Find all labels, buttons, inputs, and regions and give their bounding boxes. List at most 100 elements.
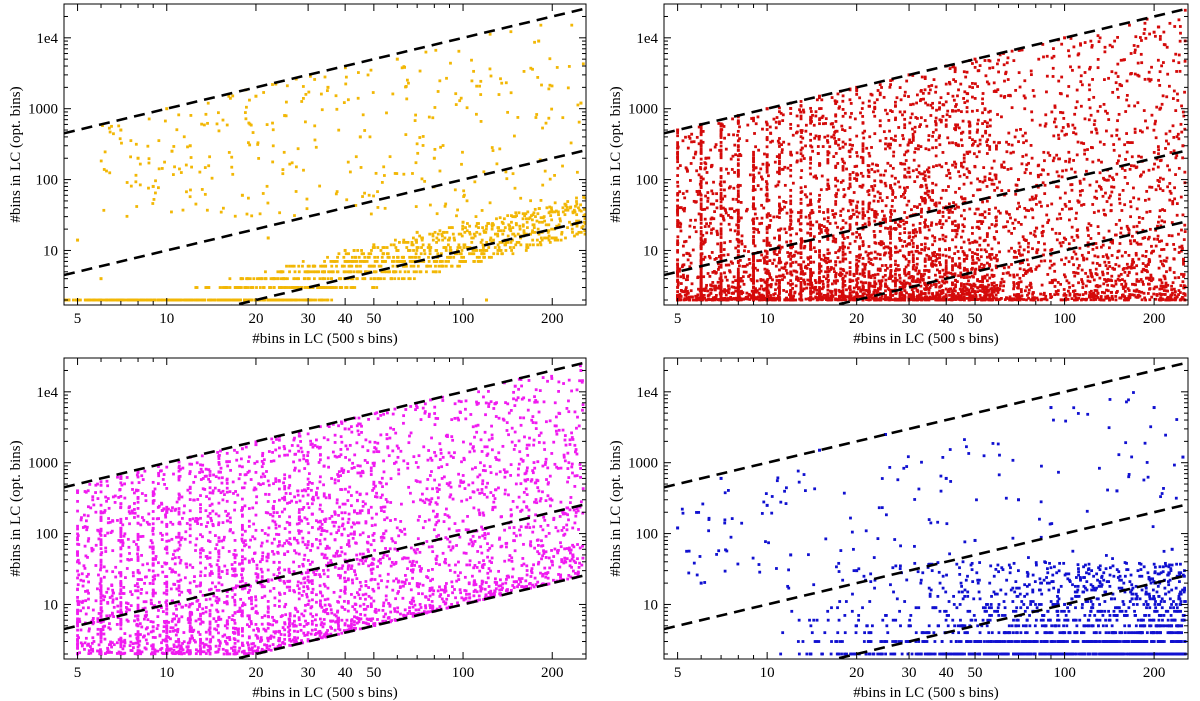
reference-line-1 [664,361,1188,489]
data-point [283,498,287,502]
data-point [254,443,258,447]
data-point [217,569,221,573]
x-tick-label: 200 [541,311,564,327]
data-point [76,238,80,242]
data-point [372,538,376,542]
y-axis-label: #bins in LC (opt. bins) [608,86,624,222]
data-point [136,624,140,628]
data-point [485,298,489,302]
x-tick-label: 100 [452,665,475,681]
x-tick-label: 30 [902,311,917,327]
data-point [151,184,155,188]
data-point [676,128,680,132]
y-tick-label: 1000 [628,102,658,118]
data-point [119,476,123,480]
data-point [99,543,103,547]
y-tick-label: 1000 [28,456,58,472]
plot-frame [663,357,1189,660]
x-tick-label: 50 [366,311,381,327]
data-point [719,286,723,290]
x-tick-label: 10 [760,311,775,327]
data-point [1152,406,1156,410]
x-tick-label: 40 [939,311,954,327]
data-point [944,476,948,480]
y-tick-label: 10 [643,243,658,259]
data-point [1063,36,1067,40]
x-tick-label: 200 [541,665,564,681]
data-point [818,94,822,98]
x-tick-label: 50 [968,311,983,327]
data-point [1049,406,1053,410]
y-tick-label: 1e4 [636,385,658,401]
data-point [188,144,192,148]
x-tick-label: 20 [248,665,263,681]
data-point [855,569,859,573]
data-point [326,85,330,89]
reference-line-1 [664,7,1188,135]
chart-panel-2: 5 10 20 30 40 50 100 200 10 100 1000 1e4 #bins in LC… [608,3,1189,347]
x-axis-label: #bins in LC (500 s bins) [853,331,998,347]
plot-frame [663,3,1189,306]
x-tick-label: 10 [159,311,174,327]
data-point [513,215,517,219]
data-point [358,135,362,139]
data-point [513,384,517,388]
data-point [432,156,436,160]
reference-line-3 [229,219,586,305]
x-tick-label: 5 [74,665,82,681]
data-point [415,230,419,234]
data-point [1170,547,1174,551]
data-point [907,73,911,77]
data-point [1017,498,1021,502]
x-tick-label: 5 [674,665,682,681]
x-tick-label: 40 [939,665,954,681]
chart-panel-3: 5 10 20 30 40 50 100 200 10 100 1000 1e4 #bins in LC… [8,357,587,701]
y-tick-label: 1000 [28,102,58,118]
data-point [372,243,376,247]
x-tick-label: 30 [902,665,917,681]
y-tick-label: 100 [36,173,59,189]
x-tick-label: 200 [1143,665,1166,681]
data-point [550,210,554,214]
data-point [699,581,703,585]
x-tick-label: 20 [849,665,864,681]
data-point [119,128,123,132]
y-tick-label: 1e4 [36,31,58,47]
y-tick-label: 10 [43,243,58,259]
plot-frame [63,3,587,306]
data-point [973,538,977,542]
data-point [1181,144,1185,148]
data-point [99,277,103,281]
data-point [76,489,80,493]
x-tick-label: 10 [760,665,775,681]
scatter-points [676,391,1187,656]
x-tick-label: 40 [338,665,353,681]
scatter-points [676,8,1187,302]
y-axis-label: #bins in LC (opt. bins) [8,440,24,576]
data-point [1152,30,1156,34]
data-point [240,193,244,197]
data-point [461,519,465,523]
data-point [266,236,270,240]
data-point [343,248,347,252]
data-point [789,553,793,557]
y-tick-label: 10 [643,597,658,613]
x-tick-label: 5 [74,311,82,327]
chart-panel-1: 5 10 20 30 40 50 100 200 10 100 1000 1e4 #bins in LC… [8,3,587,347]
y-tick-label: 1e4 [36,385,58,401]
x-tick-label: 30 [301,665,316,681]
data-point [76,560,80,564]
reference-line-2 [64,148,586,277]
data-point [550,560,554,564]
data-point [973,57,977,61]
data-point [343,427,347,431]
data-point [537,39,541,43]
x-tick-label: 50 [968,665,983,681]
data-point [765,107,769,111]
data-point [818,448,822,452]
y-tick-label: 1000 [628,456,658,472]
y-tick-label: 1e4 [636,31,658,47]
data-point [136,156,140,160]
chart-panel-4: 5 10 20 30 40 50 100 200 10 100 1000 1e4 #bins in LC… [608,357,1189,701]
x-axis-label: #bins in LC (500 s bins) [252,685,397,701]
